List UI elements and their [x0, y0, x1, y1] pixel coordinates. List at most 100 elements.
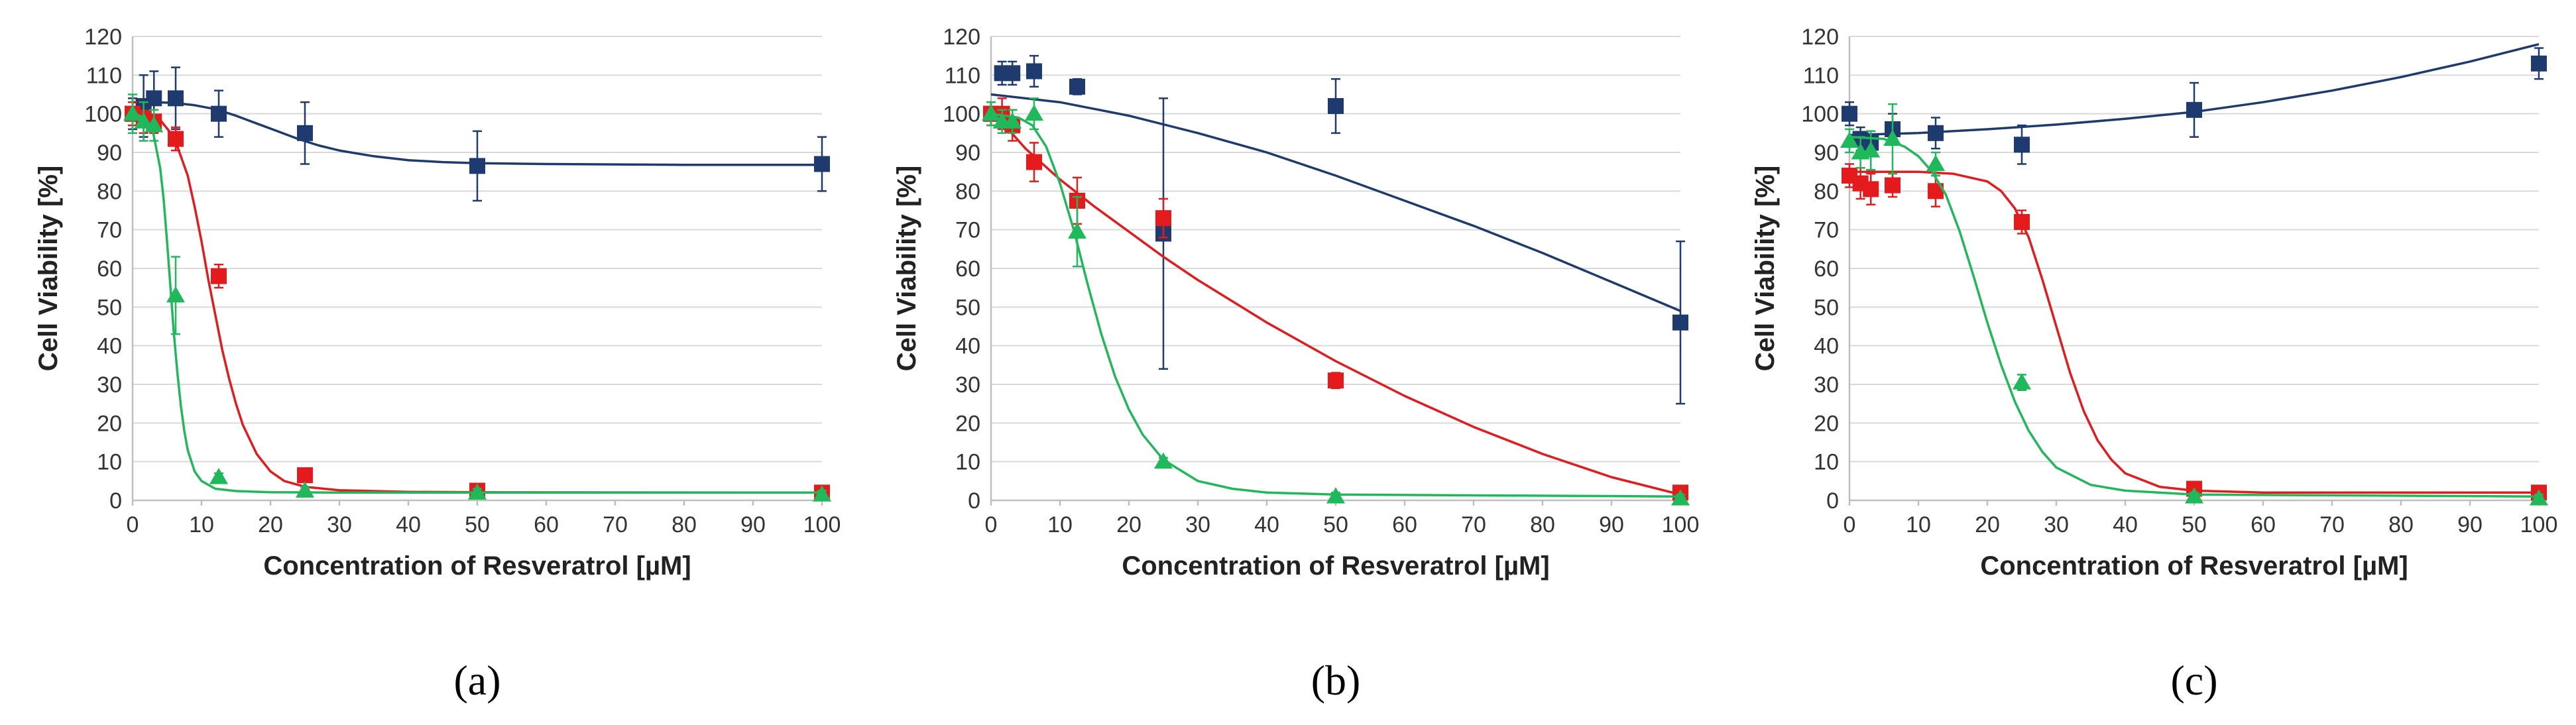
data-point-square [1863, 181, 1879, 197]
data-point-triangle [1671, 489, 1690, 506]
data-point-square [2531, 55, 2547, 72]
data-point-square [297, 467, 313, 484]
x-tick-label: 20 [258, 512, 283, 537]
x-tick-label: 0 [1844, 512, 1856, 537]
y-tick-label: 30 [97, 372, 122, 398]
data-point-square [1004, 65, 1021, 82]
x-tick-label: 100 [803, 512, 841, 537]
data-point-triangle [1003, 112, 1022, 129]
data-point-square [1928, 125, 1944, 141]
y-tick-label: 50 [97, 295, 122, 320]
x-tick-label: 100 [2520, 512, 2558, 537]
y-tick-label: 80 [955, 179, 980, 204]
fit-curve-series-3 [1849, 135, 2540, 498]
y-tick-label: 20 [955, 411, 980, 436]
data-point-square [814, 156, 830, 172]
x-axis-title: Concentration of Resveratrol [µM] [263, 551, 691, 581]
x-tick-label: 20 [1116, 512, 1142, 537]
y-tick-label: 10 [1814, 450, 1839, 475]
x-tick-label: 60 [534, 512, 559, 537]
y-tick-label: 30 [1814, 372, 1839, 398]
x-tick-label: 10 [1906, 512, 1931, 537]
y-axis-title: Cell Viability [%] [892, 166, 921, 371]
y-tick-label: 0 [109, 488, 122, 514]
y-tick-label: 120 [84, 25, 122, 50]
y-tick-label: 50 [955, 295, 980, 320]
x-tick-label: 0 [985, 512, 998, 537]
x-tick-label: 80 [1530, 512, 1555, 537]
y-tick-label: 20 [97, 411, 122, 436]
data-point-triangle [1926, 154, 1945, 171]
data-point-triangle [1154, 452, 1173, 469]
y-tick-label: 60 [97, 256, 122, 282]
y-tick-label: 90 [97, 140, 122, 166]
data-point-triangle [2185, 487, 2203, 504]
y-tick-label: 120 [1801, 25, 1839, 50]
data-point-square [2186, 101, 2202, 118]
x-tick-label: 70 [1461, 512, 1486, 537]
chart-svg-a: 0 10 20 30 40 50 60 70 80 90 100 110 120 0 10 20 30 40 50 6… [34, 25, 841, 704]
data-point-triangle [1068, 222, 1086, 239]
y-axis-title: Cell Viability [%] [1751, 166, 1780, 371]
data-point-triangle [813, 485, 831, 502]
x-tick-label: 50 [465, 512, 490, 537]
data-point-triangle [2013, 373, 2031, 390]
y-tick-label: 0 [1826, 488, 1839, 514]
x-tick-label: 50 [2182, 512, 2207, 537]
x-axis-title: Concentration of Resveratrol [µM] [1980, 551, 2408, 581]
y-tick-label: 70 [97, 218, 122, 243]
data-point-triangle [123, 104, 142, 121]
y-tick-label: 100 [84, 102, 122, 127]
data-point-triangle [982, 104, 1000, 121]
x-tick-label: 90 [2457, 512, 2483, 537]
fit-curve-series-3 [990, 112, 1681, 498]
data-point-square [1026, 154, 1042, 170]
x-tick-label: 100 [1662, 512, 1700, 537]
y-tick-label: 10 [955, 450, 980, 475]
chart-panel-b: 0 10 20 30 40 50 60 70 80 90 100 110 120 0 10 20 30 40 50 6… [858, 0, 1717, 725]
panel-label: (b) [1311, 657, 1361, 704]
y-tick-label: 70 [955, 218, 980, 243]
y-tick-label: 100 [943, 102, 980, 127]
x-tick-label: 80 [2388, 512, 2414, 537]
y-tick-label: 110 [945, 63, 980, 88]
chart-panel-a: 0 10 20 30 40 50 60 70 80 90 100 110 120 0 10 20 30 40 50 6… [0, 0, 858, 725]
y-tick-label: 110 [1803, 63, 1839, 88]
data-point-triangle [1883, 129, 1902, 146]
x-tick-label: 10 [1047, 512, 1073, 537]
data-point-triangle [209, 468, 228, 484]
x-tick-label: 40 [2113, 512, 2138, 537]
panel-label: (c) [2170, 657, 2217, 704]
x-tick-label: 0 [127, 512, 139, 537]
series-2 [1842, 163, 2547, 501]
y-tick-label: 70 [1814, 218, 1839, 243]
data-point-square [1672, 314, 1688, 331]
data-point-square [2014, 214, 2030, 230]
data-point-square [1069, 78, 1085, 95]
fit-curve-series-1 [133, 101, 822, 166]
x-tick-label: 40 [396, 512, 421, 537]
data-point-triangle [145, 116, 164, 133]
data-point-triangle [1326, 487, 1345, 504]
data-point-triangle [1840, 131, 1859, 148]
data-point-square [1155, 210, 1171, 227]
data-point-square [297, 125, 313, 141]
data-point-square [168, 131, 184, 147]
data-point-triangle [1861, 141, 1881, 158]
data-point-triangle [1025, 104, 1043, 121]
x-tick-label: 60 [2251, 512, 2276, 537]
y-tick-label: 90 [1814, 140, 1839, 166]
fit-curve-series-1 [990, 93, 1681, 312]
data-point-triangle [2530, 489, 2548, 506]
series-2 [983, 97, 1688, 501]
data-point-square [2014, 137, 2030, 153]
data-point-triangle [296, 481, 314, 498]
data-point-square [469, 158, 485, 174]
data-point-square [1328, 372, 1344, 389]
y-tick-label: 100 [1801, 102, 1839, 127]
x-axis-title: Concentration of Resveratrol [µM] [1122, 551, 1549, 581]
series-1 [125, 66, 830, 202]
x-tick-label: 90 [740, 512, 766, 537]
y-tick-label: 40 [955, 334, 980, 359]
